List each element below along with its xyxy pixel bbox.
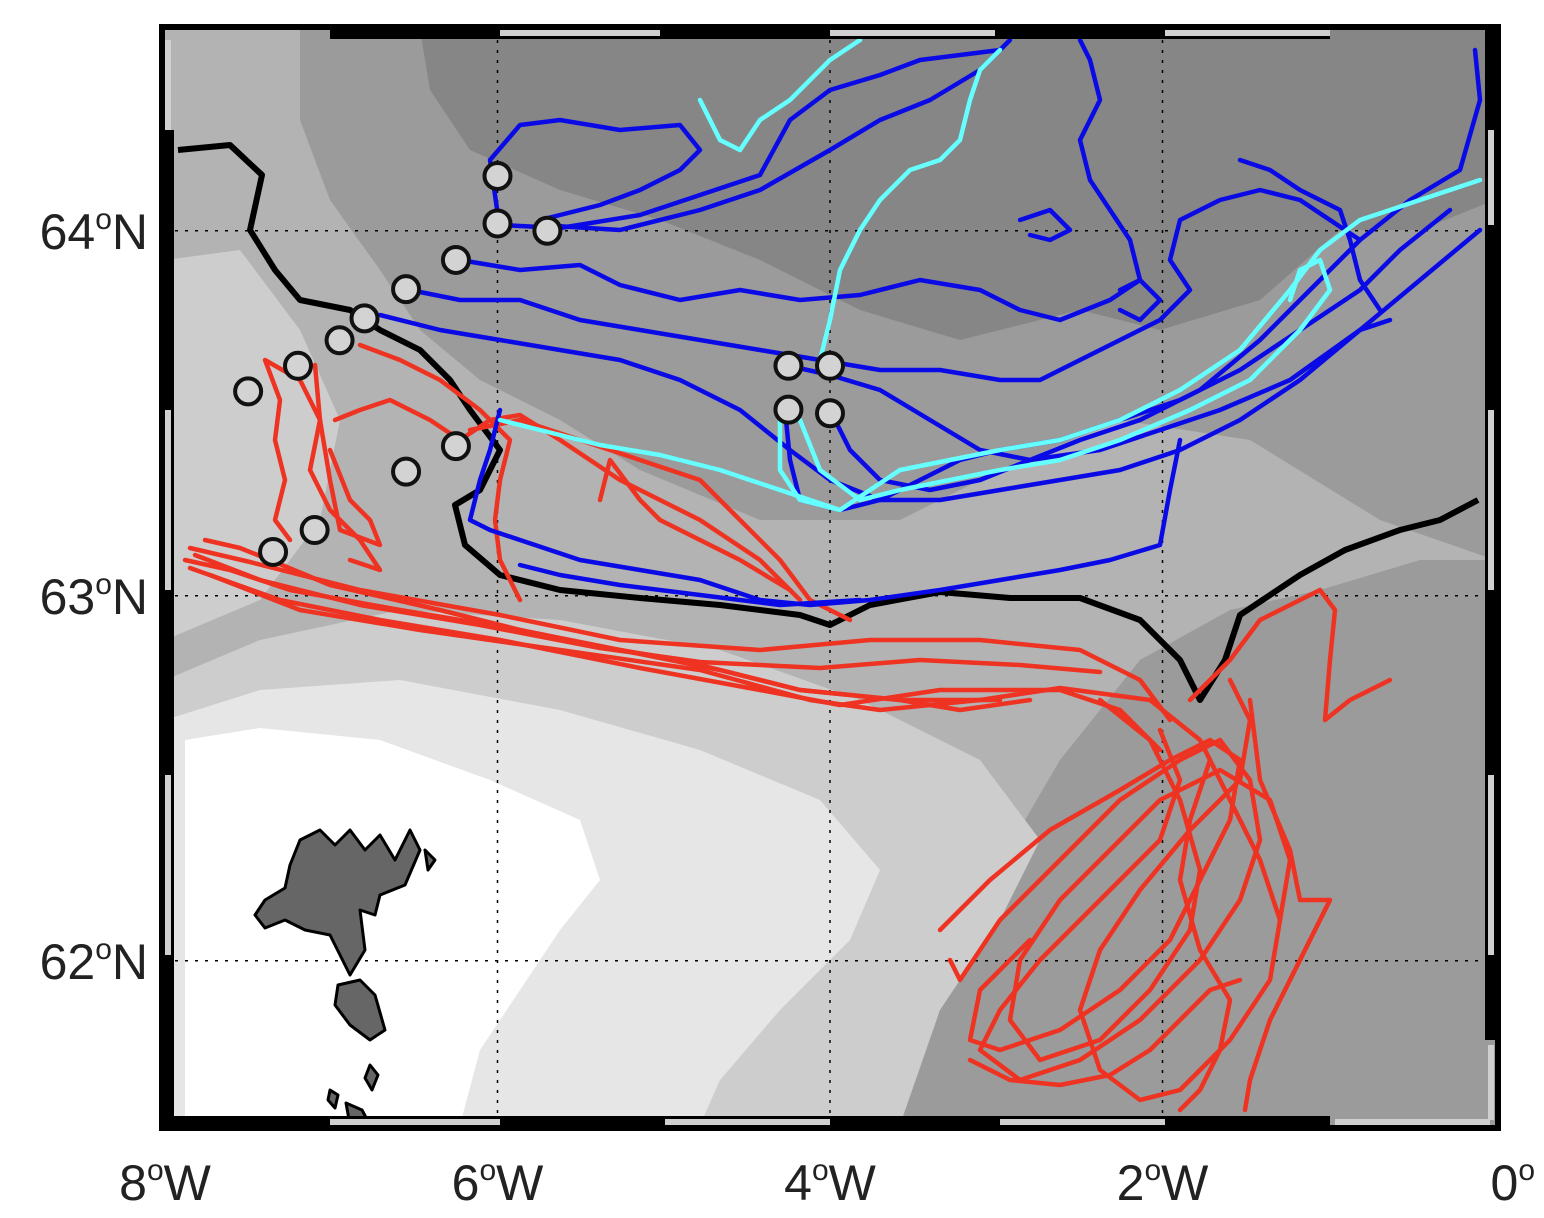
red-track: [1242, 697, 1333, 1113]
longitude-label: 0o: [1491, 1154, 1536, 1211]
blue-track: [377, 227, 1483, 503]
release-point-marker: [773, 350, 804, 381]
red-track: [967, 977, 1243, 1088]
bathymetry-deepest-north: [420, 30, 1495, 340]
release-point-marker: [482, 208, 513, 239]
blue-track: [782, 317, 1393, 463]
latitude-labels: 64oN 63oN 62oN: [40, 203, 148, 990]
latitude-label: 64oN: [40, 203, 148, 260]
blue-track: [517, 562, 863, 608]
blue-track: [407, 187, 1363, 383]
release-point-marker: [482, 161, 513, 191]
latitude-label: 63oN: [40, 568, 148, 625]
release-point-marker: [440, 244, 471, 275]
longitude-label: 8oW: [119, 1154, 212, 1211]
longitude-labels: 8oW 6oW 4oW 2oW 0o: [119, 1154, 1535, 1211]
red-track: [597, 457, 793, 593]
release-point-marker: [440, 431, 471, 462]
release-point-marker: [349, 303, 380, 334]
cyan-tracks: [497, 37, 1483, 513]
island-east: [423, 848, 437, 872]
release-point-marker: [532, 215, 563, 246]
island-south-3: [326, 1088, 340, 1110]
longitude-label: 6oW: [452, 1154, 545, 1211]
red-track: [332, 397, 803, 603]
release-point-marker: [283, 350, 313, 381]
map-frame: [159, 24, 1501, 1131]
bathymetry-coast: [185, 728, 600, 1125]
release-point-marker: [773, 394, 804, 425]
release-point-marker: [391, 274, 422, 305]
red-track: [947, 727, 1263, 1083]
red-track: [1177, 757, 1233, 1113]
red-track: [1077, 677, 1283, 1103]
red-track: [187, 565, 1163, 753]
release-markers: [233, 161, 845, 567]
red-track: [937, 737, 1243, 1053]
island-south-2: [363, 1063, 380, 1092]
blue-track: [1117, 277, 1163, 323]
red-track: [187, 545, 1173, 723]
blue-track: [1237, 157, 1383, 313]
release-point-marker: [324, 325, 355, 356]
release-point-marker: [258, 536, 289, 567]
cyan-track: [817, 47, 1003, 363]
depth-contour-line: [177, 142, 1480, 703]
blue-track: [537, 37, 1013, 233]
cyan-track: [497, 417, 843, 513]
island-main: [253, 828, 422, 977]
release-point-marker: [815, 398, 845, 429]
release-point-marker: [233, 376, 264, 407]
release-point-marker: [391, 456, 422, 487]
red-track: [312, 362, 383, 548]
longitude-label: 4oW: [784, 1154, 877, 1211]
cyan-track: [797, 257, 1333, 503]
frame-ticks: [162, 27, 1497, 1128]
latitude-label: 62oN: [40, 933, 148, 990]
release-point-marker: [815, 350, 845, 381]
red-track: [207, 572, 1153, 713]
blue-track: [827, 47, 1483, 493]
blue-track: [457, 37, 1143, 323]
map-plot-area: [165, 30, 1495, 1125]
blue-track: [497, 47, 1003, 231]
longitude-label: 2oW: [1117, 1154, 1210, 1211]
blue-track: [467, 407, 1183, 608]
cyan-track: [697, 37, 863, 153]
island-south-1: [333, 978, 387, 1042]
blue-track: [1017, 207, 1073, 243]
red-track: [467, 417, 853, 623]
release-point-marker: [299, 515, 330, 546]
red-track: [1187, 587, 1393, 723]
red-track: [357, 342, 523, 603]
blue-track: [487, 117, 703, 233]
